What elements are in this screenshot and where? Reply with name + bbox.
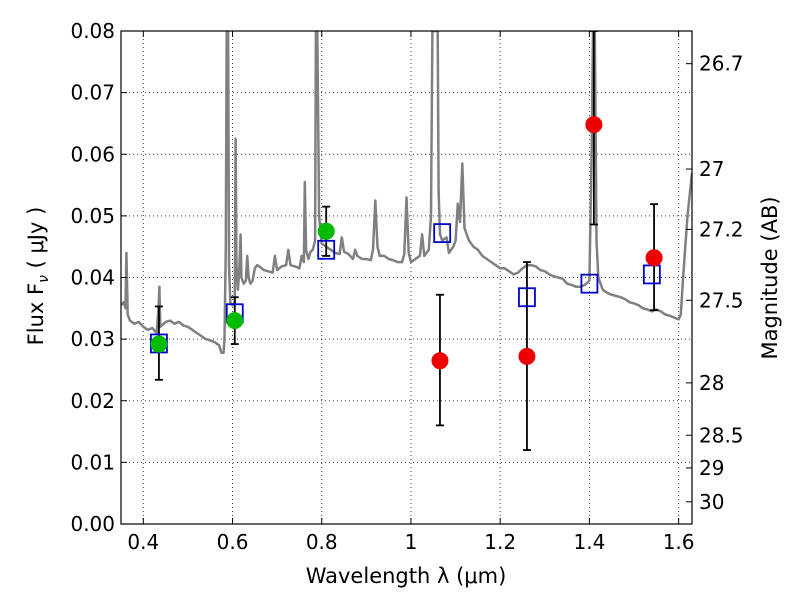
x-tick-label: 0.6 [217,530,249,554]
y-tick-label: 0.05 [70,204,115,228]
y2-tick-label: 27.5 [699,288,744,312]
y-tick-label: 0.04 [70,266,115,290]
red-point-marker [645,249,663,267]
y-tick-label: 0.02 [70,389,115,413]
y2-tick-label: 28.5 [699,423,744,447]
y-tick-label: 0.06 [70,142,115,166]
grid [121,30,692,525]
green-point-marker [150,335,168,353]
x-tick-label: 1.6 [663,530,695,554]
spectrum-line [121,31,692,354]
axis-ticks: 0.4 0.6 0.8 1 1.2 1.4 1.6 0.00 0.01 0.02 0.03 0.04 0… [70,19,743,554]
green-point-marker [226,312,244,330]
x-tick-label: 1.2 [484,530,516,554]
y-tick-label: 0.01 [70,450,115,474]
y-tick-label: 0.08 [70,19,115,43]
y-tick-label: 0.07 [70,81,115,105]
red-point-marker [518,347,536,365]
y2-tick-label: 26.7 [699,52,744,76]
y2-tick-label: 27 [699,157,724,181]
data-markers [150,116,663,370]
y2-axis-label: Magnitude (AB) [758,196,782,359]
y2-tick-label: 27.2 [699,217,744,241]
x-tick-label: 1.4 [573,530,605,554]
red-point-marker [431,352,449,370]
model-square-marker [433,223,452,244]
plot-frame [120,30,693,525]
model-square-marker [580,273,599,294]
spectrum-series [121,31,692,354]
x-tick-label: 0.8 [306,530,338,554]
y-axis-label: Flux Fν ( μJy ) [24,207,52,346]
error-bars [154,31,659,451]
y2-tick-label: 28 [699,371,724,395]
green-point-marker [317,222,335,240]
x-tick-label: 0.4 [127,530,159,554]
y-tick-label: 0.03 [70,327,115,351]
model-square-marker [518,287,536,308]
red-point-marker [585,116,603,134]
x-axis-label: Wavelength λ (μm) [306,564,507,588]
model-square-marker [317,239,336,260]
model-square-marker [642,264,661,285]
y-tick-label: 0.00 [70,512,115,536]
y2-tick-label: 30 [699,490,724,514]
x-tick-label: 1 [405,530,418,554]
y2-tick-label: 29 [699,456,724,480]
